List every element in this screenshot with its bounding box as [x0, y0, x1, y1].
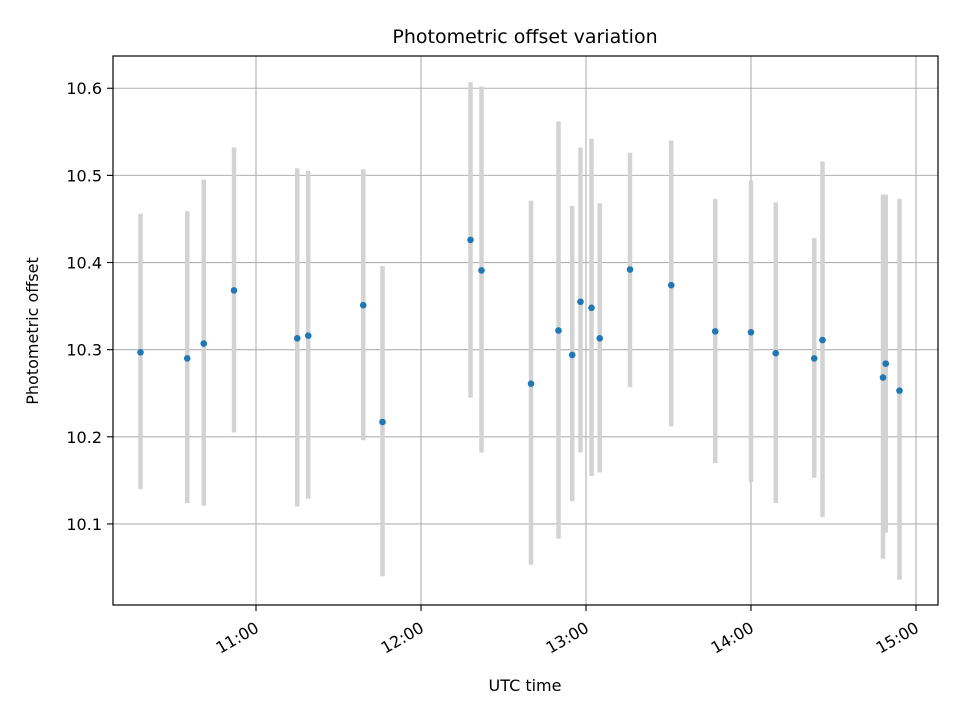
data-point	[137, 348, 144, 356]
chart-title: Photometric offset variation	[392, 26, 657, 48]
plot-frame	[112, 55, 939, 606]
data-point	[200, 340, 208, 347]
y-tick-label: 10.6	[66, 79, 102, 98]
data-point	[667, 281, 675, 289]
y-axis-ticks: 10.1 10.2 10.3 10.4 10.5 10.6	[66, 79, 113, 534]
y-tick-label: 10.5	[66, 166, 102, 185]
data-point	[882, 360, 890, 367]
data-point	[896, 387, 903, 394]
grid-lines	[113, 56, 938, 605]
data-point	[379, 418, 386, 426]
data-point	[230, 287, 238, 294]
data-point	[747, 328, 755, 336]
data-point	[183, 355, 191, 362]
data-point	[879, 374, 887, 381]
data-point	[555, 327, 562, 334]
data-point	[626, 266, 634, 273]
y-tick-label: 10.4	[66, 254, 102, 273]
data-point	[467, 236, 474, 244]
data-point	[596, 335, 604, 342]
data-point	[568, 351, 576, 359]
data-point	[577, 298, 584, 306]
y-tick-label: 10.2	[66, 428, 102, 447]
y-tick-label: 10.3	[66, 341, 102, 360]
y-tick-label: 10.1	[66, 515, 102, 534]
data-point	[527, 380, 535, 387]
data-point	[772, 349, 780, 357]
y-axis-label: Photometric offset	[23, 257, 42, 405]
data-point	[588, 304, 595, 312]
data-point	[293, 335, 301, 342]
data-point	[478, 267, 485, 274]
x-axis-label: UTC time	[489, 676, 562, 695]
data-point	[304, 332, 312, 340]
data-point	[711, 328, 719, 335]
data-point	[810, 355, 818, 362]
data-point	[819, 336, 826, 344]
data-point	[359, 301, 367, 309]
data-points	[137, 236, 903, 426]
